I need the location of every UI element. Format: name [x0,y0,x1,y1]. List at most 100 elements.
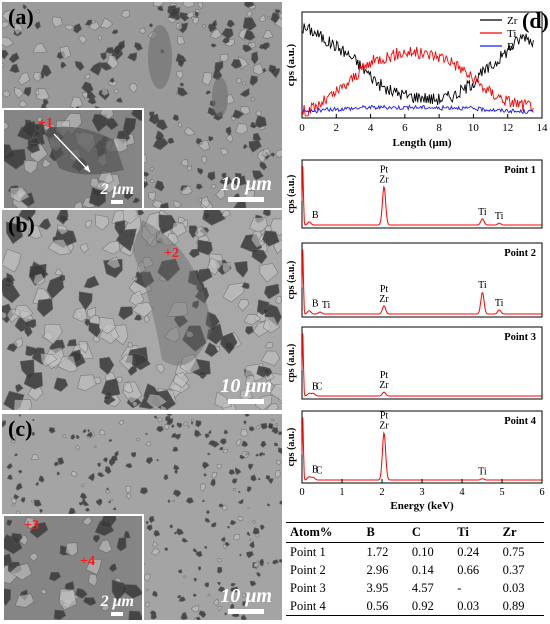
x-tick-label: 4 [459,487,465,498]
inset-c-texture [4,516,142,620]
series-Ti-line [301,46,534,117]
point-3-marker: +3 [24,518,39,533]
x-tick-label: 1 [339,487,344,498]
line-chart-frame [301,11,543,119]
x-tick-label: 6 [402,122,408,134]
table-header: Atom% [286,522,363,543]
x-axis-label: Energy (keV) [390,500,454,512]
table-cell: 0.75 [502,544,525,559]
x-tick-label: 5 [499,487,504,498]
inset-a-scale-line [111,200,124,204]
table-row: Point 1 1.72 0.10 0.24 0.75 [286,543,544,562]
table-cell: Point 3 [290,580,326,595]
table-cell: 4.57 [411,580,434,595]
table-cell: 0.92 [407,597,454,616]
micrograph-c: (c) 10 μm +3 +4 2 μm [2,414,282,620]
table-header: Zr [498,522,544,543]
table-cell: 0.03 [453,597,499,616]
peak-label: Ti [478,207,487,218]
peak-label: C [316,465,323,476]
micrograph-a: (a) 10 μm +1 2 μm [2,2,282,208]
spectrum-title: Point 4 [504,416,537,427]
table-cell: Point 4 [286,597,363,616]
series-B-line [301,104,534,115]
legend-entry: B [507,41,514,53]
table-header: Ti [453,522,499,543]
peak-label: Pt [380,165,389,176]
x-tick-label: 2 [379,487,384,498]
peak-label: C [316,381,323,392]
inset-c: +3 +4 2 μm [2,514,144,620]
peak-label: B [312,299,319,310]
peak-label: Ti [495,211,504,222]
table-cell: 3.95 [366,580,389,595]
scale-bar-c: 10 μm [220,585,272,614]
x-tick-label: 2 [334,122,340,134]
x-tick-label: 10 [468,122,480,134]
peak-label: Zr [379,294,389,305]
composition-table: Atom% B C Ti Zr Point 1 1.72 0.10 0.24 0… [286,522,544,616]
table-cell: 0.56 [362,597,408,616]
table-cell: 0.03 [502,580,525,595]
peak-label: Pt [380,410,389,421]
inset-a-scale-text: 2 μm [100,181,134,198]
peak-label: Ti [478,467,487,478]
spectrum-title: Point 1 [504,165,536,176]
scale-bar-a-text: 10 μm [220,173,272,195]
peak-label: Ti [495,298,504,309]
inset-a-scale-bar: 2 μm [101,181,134,204]
y-axis-label: cps (a.u.) [286,344,297,383]
x-tick-label: 0 [299,487,304,498]
table-cell: - [457,580,462,595]
point-2-marker: +2 [164,246,179,261]
peak-label: Pt [380,284,389,295]
scale-bar-a: 10 μm [220,173,272,202]
x-tick-label: 4 [368,122,374,134]
panel-c-label: (c) [8,416,33,441]
table-cell: Point 2 [290,562,326,577]
micrograph-b: (b) +2 10 μm [2,210,282,410]
table-header: B [362,522,408,543]
peak-label: Zr [379,380,389,391]
point-4-marker: +4 [80,554,95,569]
x-tick-label: 14 [537,122,549,134]
legend-entry: Ti [507,28,516,40]
table-cell: 0.37 [502,562,525,577]
peak-label: Ti [322,300,331,311]
spectrum-line [301,249,542,315]
x-tick-label: 8 [436,122,442,134]
table-header-row: Atom% B C Ti Zr [286,522,544,543]
y-axis-label: cps (a.u.) [285,43,297,86]
point-1-marker: +1 [38,116,53,131]
series-Zr-line [301,23,534,106]
y-axis-label: cps (a.u.) [286,428,297,467]
peak-label: Pt [380,370,389,381]
table-cell: Point 1 [290,544,326,559]
table-cell: 0.14 [411,562,434,577]
table-row: Point 3 3.95 4.57 - 0.03 [286,579,544,597]
inset-c-scale-bar: 2 μm [101,593,134,616]
peak-label: Ti [478,280,487,291]
table-cell: 1.72 [366,544,389,559]
table-cell: 0.24 [457,544,480,559]
peak-label: B [312,465,319,476]
table-cell: 0.66 [457,562,480,577]
peak-label: Zr [379,175,389,186]
scale-bar-c-text: 10 μm [220,585,272,607]
spectrum-title: Point 2 [504,248,536,259]
panel-b-label: (b) [8,212,35,237]
table-header: C [407,522,454,543]
inset-a-texture [4,110,142,208]
panel-a-label: (a) [8,4,34,29]
x-tick-label: 0 [299,122,305,134]
peak-label: B [312,381,319,392]
legend-entry: Zr [507,15,518,27]
spectrum-line [301,166,542,226]
table-row: Point 4 0.56 0.92 0.03 0.89 [286,597,544,616]
table-cell: 0.10 [411,544,434,559]
table-cell: 2.96 [366,562,389,577]
spectrum-line [301,333,542,397]
micrograph-b-texture [2,210,282,410]
x-tick-label: 3 [419,487,424,498]
